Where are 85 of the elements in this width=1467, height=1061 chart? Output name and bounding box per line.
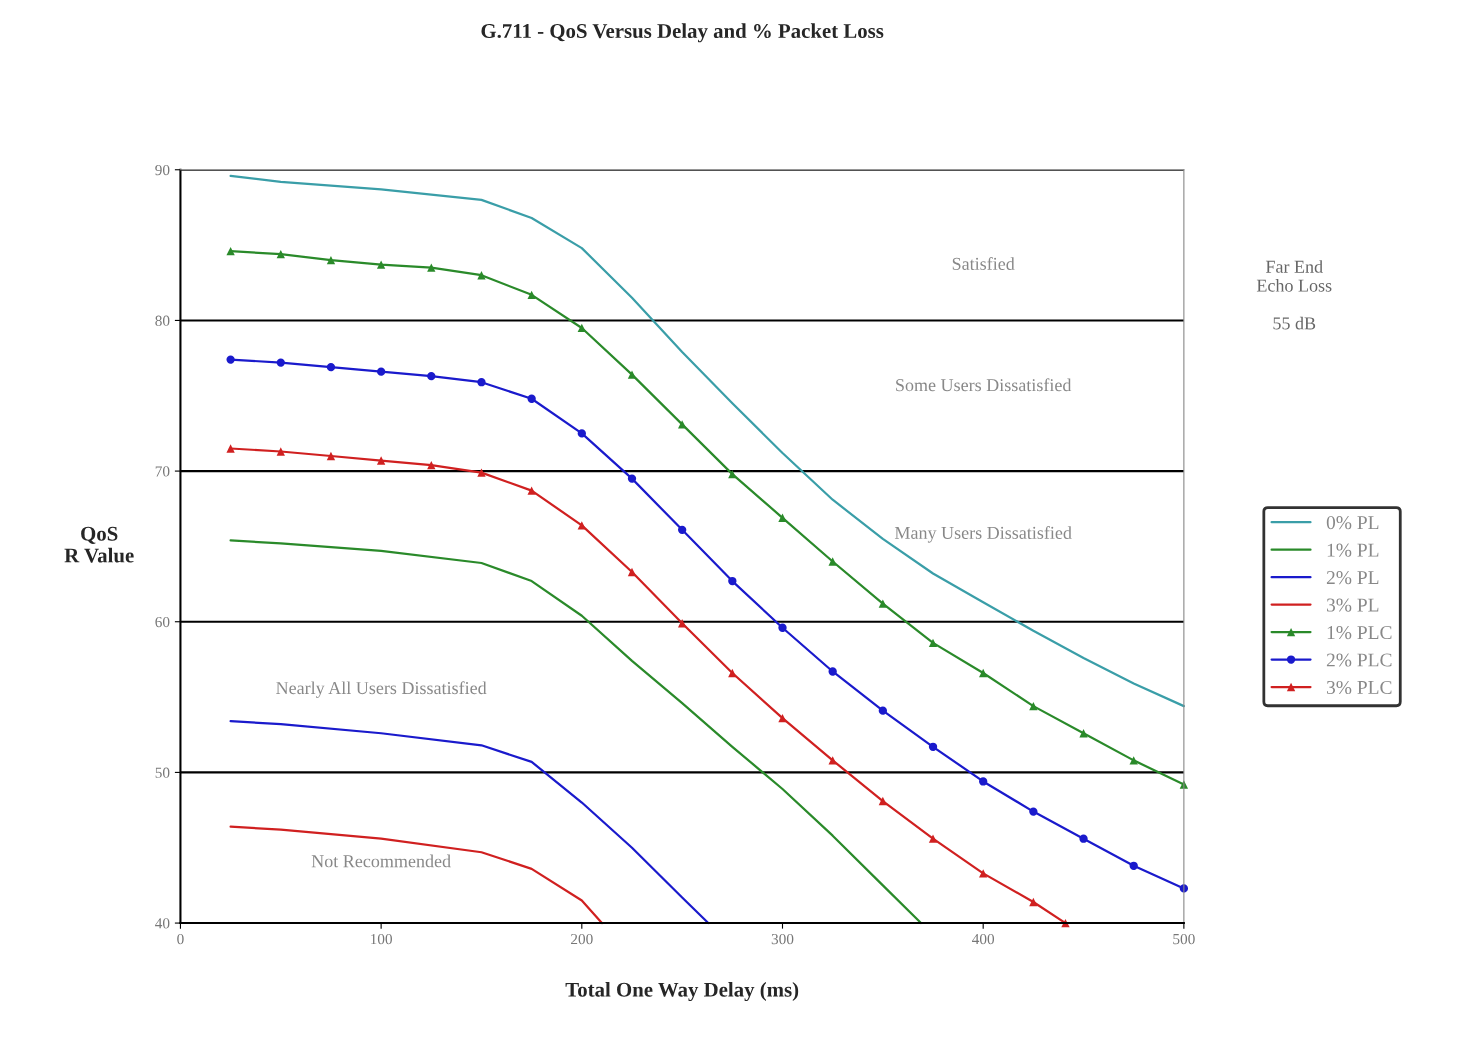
x-tick-label: 200 xyxy=(571,933,593,945)
point xyxy=(627,370,637,379)
point xyxy=(878,796,888,806)
point xyxy=(828,667,837,676)
point xyxy=(226,355,235,364)
x-tick-label: 300 xyxy=(771,933,794,945)
point xyxy=(1129,756,1138,765)
legend-label: 3% PL xyxy=(1326,598,1379,612)
point xyxy=(828,557,837,566)
point xyxy=(427,372,436,381)
point xyxy=(778,623,787,632)
legend-label: 2% PLC xyxy=(1326,653,1392,667)
y-axis-title: QoS R Value xyxy=(64,526,134,563)
point xyxy=(627,474,637,483)
annotation: Many Users Dissatisfied xyxy=(894,526,1072,543)
y-tick-label: 50 xyxy=(155,767,170,778)
point xyxy=(728,469,737,479)
line-series xyxy=(229,825,603,925)
line-series xyxy=(229,174,1185,708)
point xyxy=(477,468,486,477)
point xyxy=(577,429,586,438)
point xyxy=(878,599,888,608)
annotation: Nearly All Users Dissatisfied xyxy=(276,681,487,698)
point xyxy=(326,451,336,461)
legend-label: 1% PL xyxy=(1327,543,1379,557)
point xyxy=(276,358,285,367)
point xyxy=(527,486,536,495)
point xyxy=(928,742,938,751)
text: Far End Echo Loss 55 dB xyxy=(1256,260,1332,330)
point xyxy=(427,263,436,272)
point xyxy=(376,456,386,465)
point xyxy=(477,271,486,280)
point xyxy=(828,756,837,765)
y-tick-label: 40 xyxy=(155,918,170,929)
point xyxy=(677,525,687,535)
y-tick-label: 90 xyxy=(155,164,170,176)
point xyxy=(527,394,536,403)
point xyxy=(728,576,737,586)
point xyxy=(1029,701,1038,711)
point xyxy=(1079,729,1088,738)
point xyxy=(878,706,888,715)
point xyxy=(577,323,586,333)
point xyxy=(326,255,336,265)
y-tick-label: 70 xyxy=(155,466,170,477)
point xyxy=(1129,861,1138,870)
point xyxy=(1079,834,1088,843)
point xyxy=(677,420,687,429)
point xyxy=(979,668,988,678)
point xyxy=(1029,807,1038,816)
point xyxy=(376,260,386,269)
point xyxy=(276,447,285,456)
chart-title: G.711 - QoS Versus Delay and % Packet Loss xyxy=(481,23,884,43)
point xyxy=(627,567,637,577)
point xyxy=(728,668,737,678)
point xyxy=(928,834,938,843)
point xyxy=(928,638,938,648)
point xyxy=(226,246,235,256)
legend-label: 2% PL xyxy=(1326,571,1379,585)
x-tick-label: 500 xyxy=(1173,933,1195,945)
point xyxy=(376,367,386,376)
point xyxy=(979,777,988,786)
y-tick-label: 80 xyxy=(155,315,170,326)
point xyxy=(979,869,988,878)
point xyxy=(326,362,336,372)
point xyxy=(778,513,787,522)
x-tick-label: 100 xyxy=(371,933,392,945)
legend-label: 0% PL xyxy=(1326,516,1379,530)
point xyxy=(477,378,486,387)
point xyxy=(226,444,235,453)
point xyxy=(1029,897,1038,907)
y-tick-label: 60 xyxy=(155,616,170,628)
point xyxy=(677,619,687,628)
x-tick-label: 0 xyxy=(177,933,184,945)
x-tick-label: 400 xyxy=(972,933,995,945)
line-series xyxy=(229,720,710,925)
legend-label: 3% PLC xyxy=(1326,680,1392,695)
annotation: Not Recommended xyxy=(311,854,451,868)
point xyxy=(527,290,536,299)
x-axis-title: Total One Way Delay (ms) xyxy=(565,982,799,1002)
point xyxy=(778,714,787,723)
point xyxy=(276,249,285,259)
point xyxy=(427,460,436,470)
annotation: Some Users Dissatisfied xyxy=(896,378,1072,392)
annotation: Satisfied xyxy=(952,257,1015,270)
legend-label: 1% PLC xyxy=(1327,625,1392,640)
